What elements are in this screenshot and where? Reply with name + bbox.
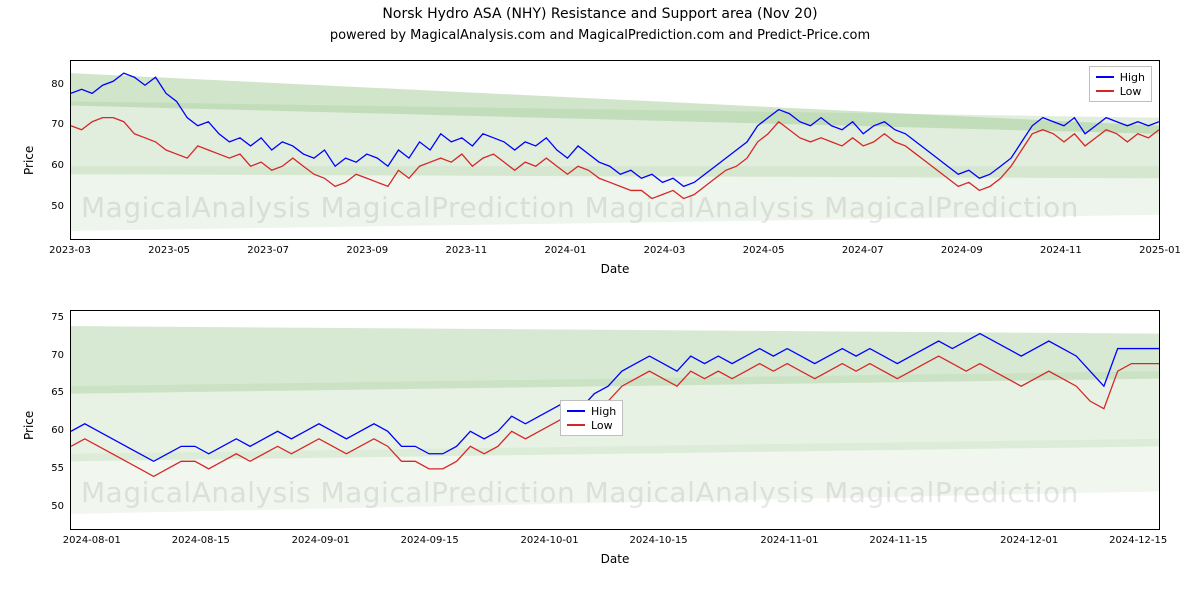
- x-tick-label: 2024-08-15: [166, 535, 236, 546]
- x-tick-label: 2023-03: [35, 245, 105, 256]
- legend-label: Low: [591, 419, 613, 432]
- x-tick-label: 2024-10-15: [624, 535, 694, 546]
- y-tick-label: 75: [24, 312, 64, 323]
- x-tick-label: 2025-01: [1125, 245, 1195, 256]
- y-tick-label: 65: [24, 387, 64, 398]
- x-tick-label: 2024-11-01: [754, 535, 824, 546]
- x-tick-label: 2024-11: [1026, 245, 1096, 256]
- chart-subtitle: powered by MagicalAnalysis.com and Magic…: [0, 28, 1200, 43]
- top-chart-svg: [71, 61, 1159, 239]
- legend-label: Low: [1120, 85, 1142, 98]
- y-tick-label: 80: [24, 79, 64, 90]
- x-tick-label: 2024-01: [530, 245, 600, 256]
- figure: Norsk Hydro ASA (NHY) Resistance and Sup…: [0, 0, 1200, 600]
- x-tick-label: 2024-05: [729, 245, 799, 256]
- legend-item: Low: [1096, 84, 1145, 98]
- x-tick-label: 2024-12-15: [1103, 535, 1173, 546]
- x-tick-label: 2024-09: [927, 245, 997, 256]
- bottom-legend: HighLow: [560, 400, 623, 436]
- top-legend: HighLow: [1089, 66, 1152, 102]
- x-tick-label: 2024-08-01: [57, 535, 127, 546]
- x-tick-label: 2024-11-15: [863, 535, 933, 546]
- y-tick-label: 70: [24, 119, 64, 130]
- x-tick-label: 2024-12-01: [994, 535, 1064, 546]
- x-tick-label: 2023-09: [332, 245, 402, 256]
- bottom-x-axis-label: Date: [70, 552, 1160, 566]
- x-tick-label: 2023-11: [431, 245, 501, 256]
- x-tick-label: 2023-05: [134, 245, 204, 256]
- legend-item: High: [1096, 70, 1145, 84]
- legend-swatch: [1096, 76, 1114, 78]
- legend-swatch: [567, 410, 585, 412]
- x-tick-label: 2024-03: [630, 245, 700, 256]
- x-tick-label: 2024-09-01: [286, 535, 356, 546]
- top-chart-panel: MagicalAnalysis MagicalPrediction Magica…: [70, 60, 1160, 240]
- x-tick-label: 2024-09-15: [395, 535, 465, 546]
- legend-label: High: [591, 405, 616, 418]
- x-tick-label: 2023-07: [233, 245, 303, 256]
- legend-label: High: [1120, 71, 1145, 84]
- x-tick-label: 2024-07: [828, 245, 898, 256]
- x-tick-label: 2024-10-01: [515, 535, 585, 546]
- y-tick-label: 50: [24, 501, 64, 512]
- y-tick-label: 60: [24, 160, 64, 171]
- y-tick-label: 70: [24, 350, 64, 361]
- legend-swatch: [1096, 90, 1114, 92]
- legend-item: Low: [567, 418, 616, 432]
- legend-swatch: [567, 424, 585, 426]
- y-tick-label: 50: [24, 201, 64, 212]
- y-tick-label: 55: [24, 463, 64, 474]
- legend-item: High: [567, 404, 616, 418]
- top-x-axis-label: Date: [70, 262, 1160, 276]
- chart-title: Norsk Hydro ASA (NHY) Resistance and Sup…: [0, 6, 1200, 22]
- y-tick-label: 60: [24, 425, 64, 436]
